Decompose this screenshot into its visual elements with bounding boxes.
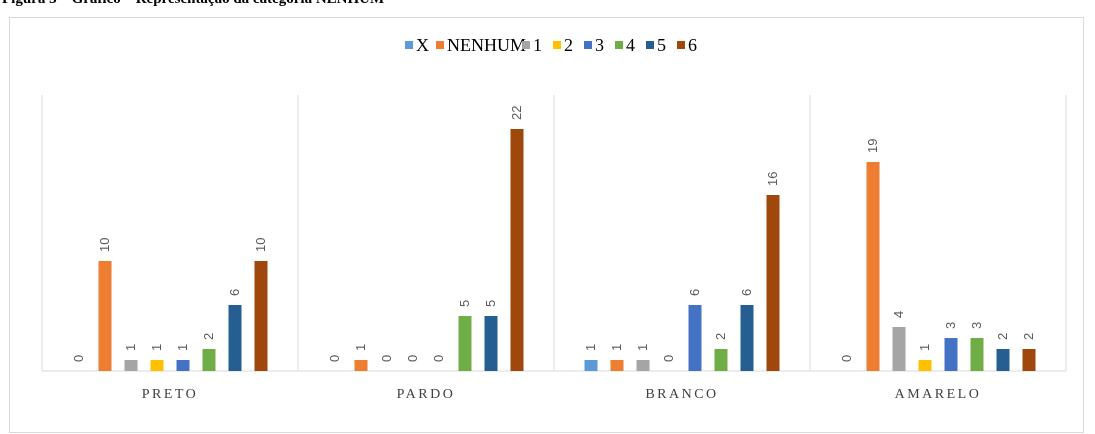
bar-branco-series-nenhum	[610, 360, 624, 371]
data-label: 19	[865, 139, 880, 153]
category-label-preto: PRETO	[142, 387, 199, 402]
bar-branco-series-5	[740, 305, 754, 371]
legend-swatch-6	[677, 41, 685, 49]
bar-amarelo-series-4	[970, 338, 984, 371]
data-label: 6	[227, 289, 242, 296]
legend-label-x: X	[416, 35, 429, 55]
legend-swatch-1	[522, 41, 530, 49]
bar-amarelo-series-nenhum	[866, 162, 880, 371]
data-label: 3	[943, 322, 958, 329]
category-label-amarelo: AMARELO	[895, 387, 982, 402]
category-label-pardo: PARDO	[397, 387, 456, 402]
data-label: 10	[97, 238, 112, 252]
bar-preto-series-nenhum	[98, 261, 112, 371]
data-label: 5	[483, 300, 498, 307]
bar-pardo-series-nenhum	[354, 360, 368, 371]
data-label: 22	[509, 106, 524, 120]
bar-amarelo-series-5	[996, 349, 1010, 371]
bar-pardo-series-5	[484, 316, 498, 371]
data-label: 0	[71, 355, 86, 362]
bar-branco-series-3	[688, 305, 702, 371]
data-label: 10	[253, 238, 268, 252]
data-label: 2	[995, 333, 1010, 340]
bar-branco-series-4	[714, 349, 728, 371]
data-label: 3	[969, 322, 984, 329]
data-label: 1	[635, 344, 650, 351]
data-label: 6	[687, 289, 702, 296]
bar-branco-series-1	[636, 360, 650, 371]
data-label: 1	[353, 344, 368, 351]
data-label: 5	[457, 300, 472, 307]
data-label: 16	[765, 172, 780, 186]
legend-swatch-x	[405, 41, 413, 49]
legend-label-4: 4	[626, 35, 635, 55]
data-label: 2	[713, 333, 728, 340]
data-label: 1	[609, 344, 624, 351]
legend-swatch-2	[553, 41, 561, 49]
legend-label-nenhum: NENHUM	[447, 35, 526, 55]
legend-label-3: 3	[595, 35, 604, 55]
data-label: 1	[123, 344, 138, 351]
bar-amarelo-series-6	[1022, 349, 1036, 371]
data-label: 6	[739, 289, 754, 296]
data-label: 0	[661, 355, 676, 362]
legend-swatch-4	[615, 41, 623, 49]
category-label-branco: BRANCO	[645, 387, 718, 402]
legend-label-2: 2	[564, 35, 573, 55]
legend-swatch-nenhum	[436, 41, 444, 49]
bar-preto-series-6	[254, 261, 268, 371]
data-label: 1	[175, 344, 190, 351]
bar-preto-series-2	[150, 360, 164, 371]
data-label: 0	[379, 355, 394, 362]
legend-label-5: 5	[657, 35, 666, 55]
bar-amarelo-series-3	[944, 338, 958, 371]
bar-preto-series-3	[176, 360, 190, 371]
legend-label-1: 1	[533, 35, 542, 55]
data-label: 0	[405, 355, 420, 362]
data-label: 1	[917, 344, 932, 351]
data-label: 0	[431, 355, 446, 362]
bar-pardo-series-4	[458, 316, 472, 371]
bar-amarelo-series-2	[918, 360, 932, 371]
legend-swatch-5	[646, 41, 654, 49]
bar-preto-series-1	[124, 360, 138, 371]
bar-preto-series-5	[228, 305, 242, 371]
data-label: 4	[891, 311, 906, 318]
figure-caption: Figura 3 – Gráfico – Representação da ca…	[2, 0, 384, 8]
data-label: 2	[201, 333, 216, 340]
data-label: 0	[327, 355, 342, 362]
legend-swatch-3	[584, 41, 592, 49]
data-label: 1	[583, 344, 598, 351]
data-label: 1	[149, 344, 164, 351]
bar-branco-series-6	[766, 195, 780, 371]
legend-label-6: 6	[688, 35, 697, 55]
bar-preto-series-4	[202, 349, 216, 371]
bar-branco-series-x	[584, 360, 598, 371]
bar-amarelo-series-1	[892, 327, 906, 371]
bar-pardo-series-6	[510, 129, 524, 371]
data-label: 2	[1021, 333, 1036, 340]
data-label: 0	[839, 355, 854, 362]
